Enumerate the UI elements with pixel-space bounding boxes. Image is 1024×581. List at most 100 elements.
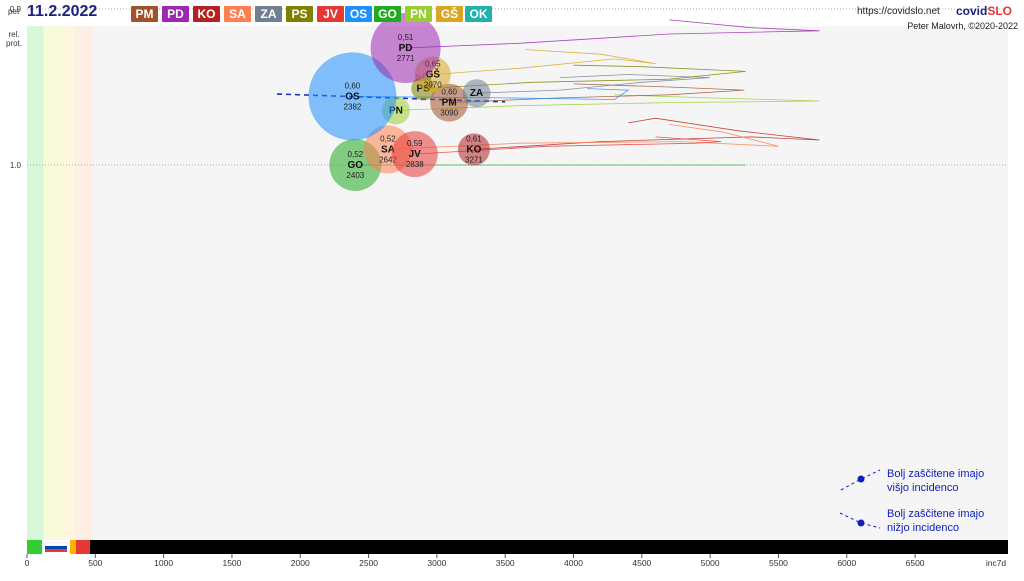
bubble-value-label: 0,61 [466, 134, 482, 143]
bubble-size-label: 2970 [424, 81, 442, 90]
bubble-value-label: 0,51 [398, 33, 414, 42]
bubble-OS [308, 52, 397, 141]
annotation-line [839, 512, 881, 529]
bubble-code-label: SA [381, 144, 395, 155]
x-tick-label: 6500 [906, 558, 925, 568]
trajectory-line-6 [476, 74, 711, 94]
incidence-band-3 [74, 26, 93, 540]
annotation-lower-line2: nižjo incidenco [887, 522, 960, 534]
legend-item-JV[interactable]: JV [317, 6, 344, 22]
y-tick-label: 1.0 [10, 161, 22, 170]
incidence-scale-bar [27, 540, 1008, 554]
annotation-marker [857, 475, 865, 483]
incidence-band-1 [43, 26, 62, 540]
incidence-band-0 [27, 26, 44, 540]
trajectory-line-8 [423, 64, 746, 89]
bubble-code-label: PN [389, 105, 403, 116]
brand-logo-part-b: SLO [987, 4, 1013, 18]
scale-bar-red [76, 540, 90, 554]
legend-item-SA[interactable]: SA [224, 6, 251, 22]
x-tick-label: 4500 [632, 558, 651, 568]
bubble-value-label: 0,60 [345, 81, 361, 90]
annotation-higher: Bolj zaščitene imajo višjo incidenco [887, 467, 984, 495]
scale-bar-green [27, 540, 42, 554]
y-tick-label: 0.9 [10, 5, 22, 14]
bubble-size-label: 3271 [465, 155, 483, 164]
bubble-value-label: 0,52 [380, 134, 396, 143]
bubble-JV [391, 131, 438, 178]
flag-icon [45, 546, 67, 549]
trajectory-line-3 [414, 136, 722, 155]
credit-label: Peter Malovrh, ©2020-2022 [907, 21, 1018, 31]
bubble-code-label: ZA [470, 88, 483, 99]
trajectory-line-9 [432, 49, 656, 75]
legend-item-PD[interactable]: PD [162, 6, 189, 22]
x-tick-label: 5000 [701, 558, 720, 568]
x-tick-label: 2000 [291, 558, 310, 568]
bubble-code-label: GO [348, 160, 364, 171]
bubble-ZA [462, 79, 491, 108]
bubble-size-label: 2382 [344, 102, 362, 111]
legend-item-ZA[interactable]: ZA [255, 6, 282, 22]
bubble-PM [430, 83, 469, 122]
bubble-value-label: 0,59 [407, 139, 423, 148]
bubble-value-label: 0,52 [348, 150, 364, 159]
x-tick-label: 6000 [837, 558, 856, 568]
bubble-size-label: 2642 [379, 155, 397, 164]
x-tick-label: 1000 [154, 558, 173, 568]
x-tick-label: 3500 [496, 558, 515, 568]
bubble-code-label: PM [442, 98, 457, 109]
site-link[interactable]: https://covidslo.net [857, 6, 940, 17]
legend-item-PN[interactable]: PN [405, 6, 432, 22]
bubble-size-label: 2838 [406, 160, 424, 169]
legend-item-GŠ[interactable]: GŠ [436, 6, 463, 22]
annotation-line [840, 469, 881, 491]
legend-item-OK[interactable]: OK [465, 6, 492, 22]
y-axis-label: rel. [8, 30, 19, 39]
legend-item-PS[interactable]: PS [286, 6, 313, 22]
trajectory-line-10 [405, 19, 820, 49]
legend-item-OS[interactable]: OS [345, 6, 372, 22]
incidence-band-2 [61, 26, 75, 540]
bubble-code-label: OS [345, 91, 360, 102]
x-tick-label: 1500 [222, 558, 241, 568]
trajectory-line-4 [395, 94, 820, 111]
x-axis-label: inc7d [986, 558, 1007, 568]
trajectory-line-1 [473, 117, 820, 150]
flag-icon [44, 542, 68, 547]
legend-item-PM[interactable]: PM [131, 6, 158, 22]
bubble-code-label: KO [466, 144, 481, 155]
bubble-PD [370, 13, 441, 83]
legend-item-KO[interactable]: KO [193, 6, 220, 22]
x-tick-label: 4000 [564, 558, 583, 568]
annotation-lower: Bolj zaščitene imajo nižjo incidenco [887, 507, 984, 535]
annotation-higher-line1: Bolj zaščitene imajo [887, 468, 985, 480]
annotation-higher-line2: višjo incidenco [887, 482, 959, 494]
x-tick-label: 3000 [427, 558, 446, 568]
bubble-code-label: JV [409, 149, 422, 160]
trajectory-line-2 [387, 124, 779, 150]
annotation-lower-line1: Bolj zaščitene imajo [887, 508, 985, 520]
weekday-label: pet [8, 7, 20, 16]
bubble-size-label: 3090 [440, 109, 458, 118]
legend-item-GO[interactable]: GO [374, 6, 401, 22]
bubble-KO [457, 133, 490, 166]
annotation-marker [857, 519, 865, 527]
scale-bar-orange [70, 540, 76, 554]
x-tick-label: 5500 [769, 558, 788, 568]
x-tick-label: 500 [88, 558, 102, 568]
x-tick-label: 2500 [359, 558, 378, 568]
date-label: 11.2.2022 [27, 3, 98, 20]
x-tick-label: 0 [25, 558, 30, 568]
bubble-size-label: 2771 [397, 54, 415, 63]
plot-area [27, 26, 1008, 540]
brand-logo-part-a: covid [956, 4, 988, 18]
y-axis-label: prot. [6, 39, 22, 48]
bubble-code-label: PD [399, 43, 413, 54]
bubble-value-label: 0,60 [441, 88, 457, 97]
brand-logo: covidSLO [956, 4, 1012, 18]
bubble-size-label: 2403 [346, 171, 364, 180]
flag-icon [45, 549, 67, 552]
